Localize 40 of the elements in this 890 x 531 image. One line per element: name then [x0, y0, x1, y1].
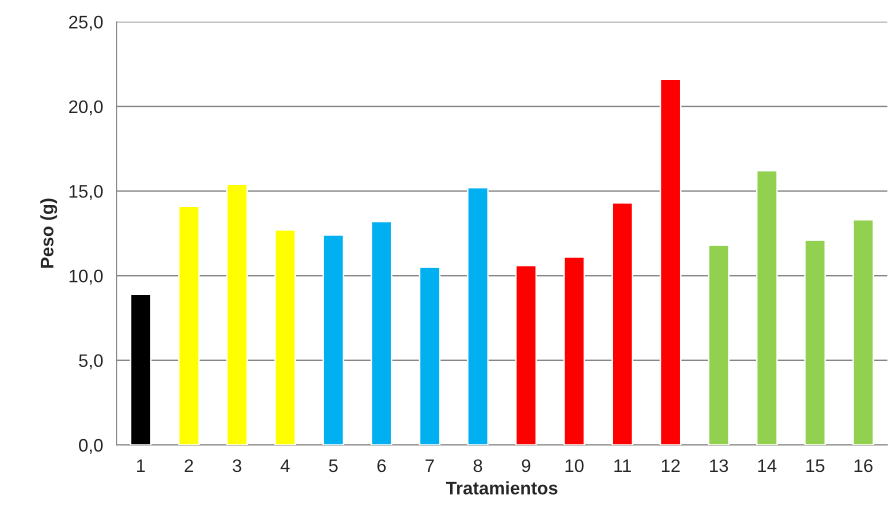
- x-tick-label: 12: [662, 459, 680, 472]
- x-tick-label: 6: [377, 459, 386, 472]
- y-tick-label: 5,0: [79, 354, 103, 370]
- y-axis-title: Peso (g): [40, 198, 58, 268]
- bar: [852, 219, 874, 445]
- bar: [563, 256, 586, 445]
- x-tick-label: 1: [137, 460, 145, 472]
- x-tick-label: 13: [710, 459, 728, 472]
- bar: [322, 234, 344, 445]
- x-tick-label: 5: [329, 460, 338, 472]
- x-tick-label: 11: [614, 460, 631, 472]
- bar: [370, 220, 392, 445]
- x-tick-label: 2: [184, 459, 193, 472]
- bar: [178, 206, 200, 445]
- y-tick-label: 0,0: [79, 438, 103, 454]
- bar: [756, 170, 778, 445]
- x-tick-label: 4: [280, 460, 290, 472]
- bar: [467, 186, 489, 445]
- x-tick-label: 8: [474, 459, 482, 472]
- y-tick-label: 25,0: [69, 16, 103, 31]
- x-tick-label: 7: [426, 460, 434, 472]
- bar: [804, 239, 826, 445]
- y-tick-label: 20,0: [69, 100, 103, 116]
- bar: [708, 244, 730, 445]
- x-axis-title: Tratamientos: [446, 481, 558, 495]
- bar: [418, 266, 441, 445]
- x-tick-label: 3: [232, 459, 242, 472]
- bar: [274, 229, 296, 445]
- x-tick-label: 10: [566, 459, 584, 472]
- bar: [515, 264, 537, 445]
- bar: [660, 78, 682, 445]
- y-tick-label: 10,0: [70, 270, 103, 285]
- x-tick-label: 15: [806, 460, 824, 472]
- bar: [130, 294, 152, 445]
- bar: [226, 184, 248, 445]
- x-tick-label: 14: [758, 460, 776, 472]
- x-tick-label: 9: [522, 459, 530, 472]
- x-tick-label: 16: [854, 459, 872, 472]
- y-tick-label: 15,0: [70, 184, 103, 200]
- bar: [612, 202, 634, 445]
